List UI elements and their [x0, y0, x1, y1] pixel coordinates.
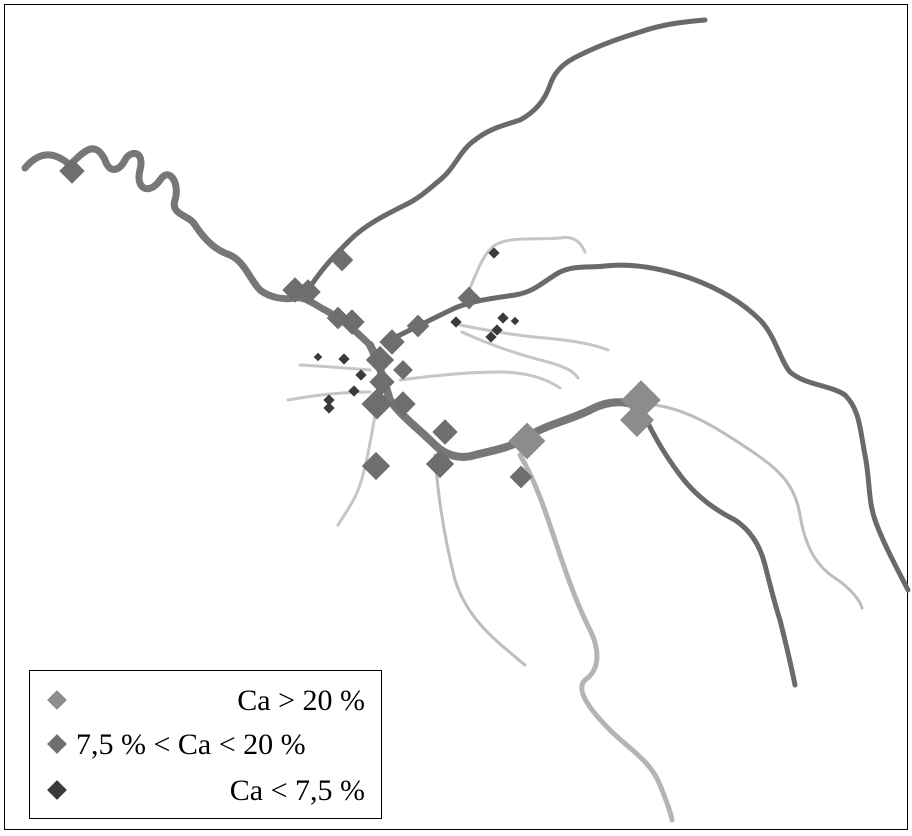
sample-points [59, 158, 661, 489]
river-light-sw [336, 398, 380, 527]
sample-point-ca-mid [393, 360, 413, 380]
river-network-dark [21, 17, 911, 688]
river-network-light [286, 236, 864, 823]
river-light-main-s [517, 452, 675, 823]
legend-item-ca-low: Ca < 7,5 % [30, 771, 381, 811]
legend-item-ca-high: Ca > 20 % [30, 681, 381, 721]
diamond-icon [47, 734, 67, 754]
diamond-icon [47, 780, 67, 800]
river-n-long [302, 17, 708, 298]
sample-point-ca-low [323, 402, 335, 414]
sample-point-ca-mid [432, 419, 458, 445]
sample-point-ca-low [510, 316, 520, 326]
sample-point-ca-mid [379, 329, 405, 355]
river-light-ne [463, 236, 587, 302]
diamond-icon [47, 690, 67, 710]
sample-point-ca-mid [390, 391, 416, 417]
river-se [637, 402, 798, 688]
river-light-w2 [286, 390, 372, 402]
legend-label: Ca < 7,5 % [229, 774, 365, 807]
river-main-center [366, 341, 639, 461]
river-light-s [433, 453, 527, 667]
legend-item-ca-mid: 7,5 % < Ca < 20 % [30, 725, 381, 765]
sample-point-ca-mid [295, 279, 321, 305]
river-light-w1 [298, 363, 372, 372]
river-east-long [387, 262, 911, 593]
river-light-e1 [458, 323, 610, 352]
sample-point-ca-high [508, 422, 546, 460]
legend-label: Ca > 20 % [237, 684, 365, 717]
legend: Ca > 20 % 7,5 % < Ca < 20 % Ca < 7,5 % [29, 670, 382, 819]
sample-point-ca-mid [406, 314, 430, 338]
river-light-se [653, 403, 864, 610]
river-light-e3 [398, 370, 562, 390]
sample-point-ca-low [497, 312, 509, 324]
sample-point-ca-low [338, 353, 350, 365]
sample-point-ca-low [348, 385, 360, 397]
sample-point-ca-mid [369, 369, 395, 395]
sample-point-ca-mid [330, 248, 354, 272]
river-light-e2 [460, 330, 580, 380]
legend-label: 7,5 % < Ca < 20 % [76, 728, 306, 761]
sample-point-ca-low [313, 352, 323, 362]
sample-point-ca-mid [361, 388, 393, 420]
sample-point-ca-mid [339, 309, 365, 335]
